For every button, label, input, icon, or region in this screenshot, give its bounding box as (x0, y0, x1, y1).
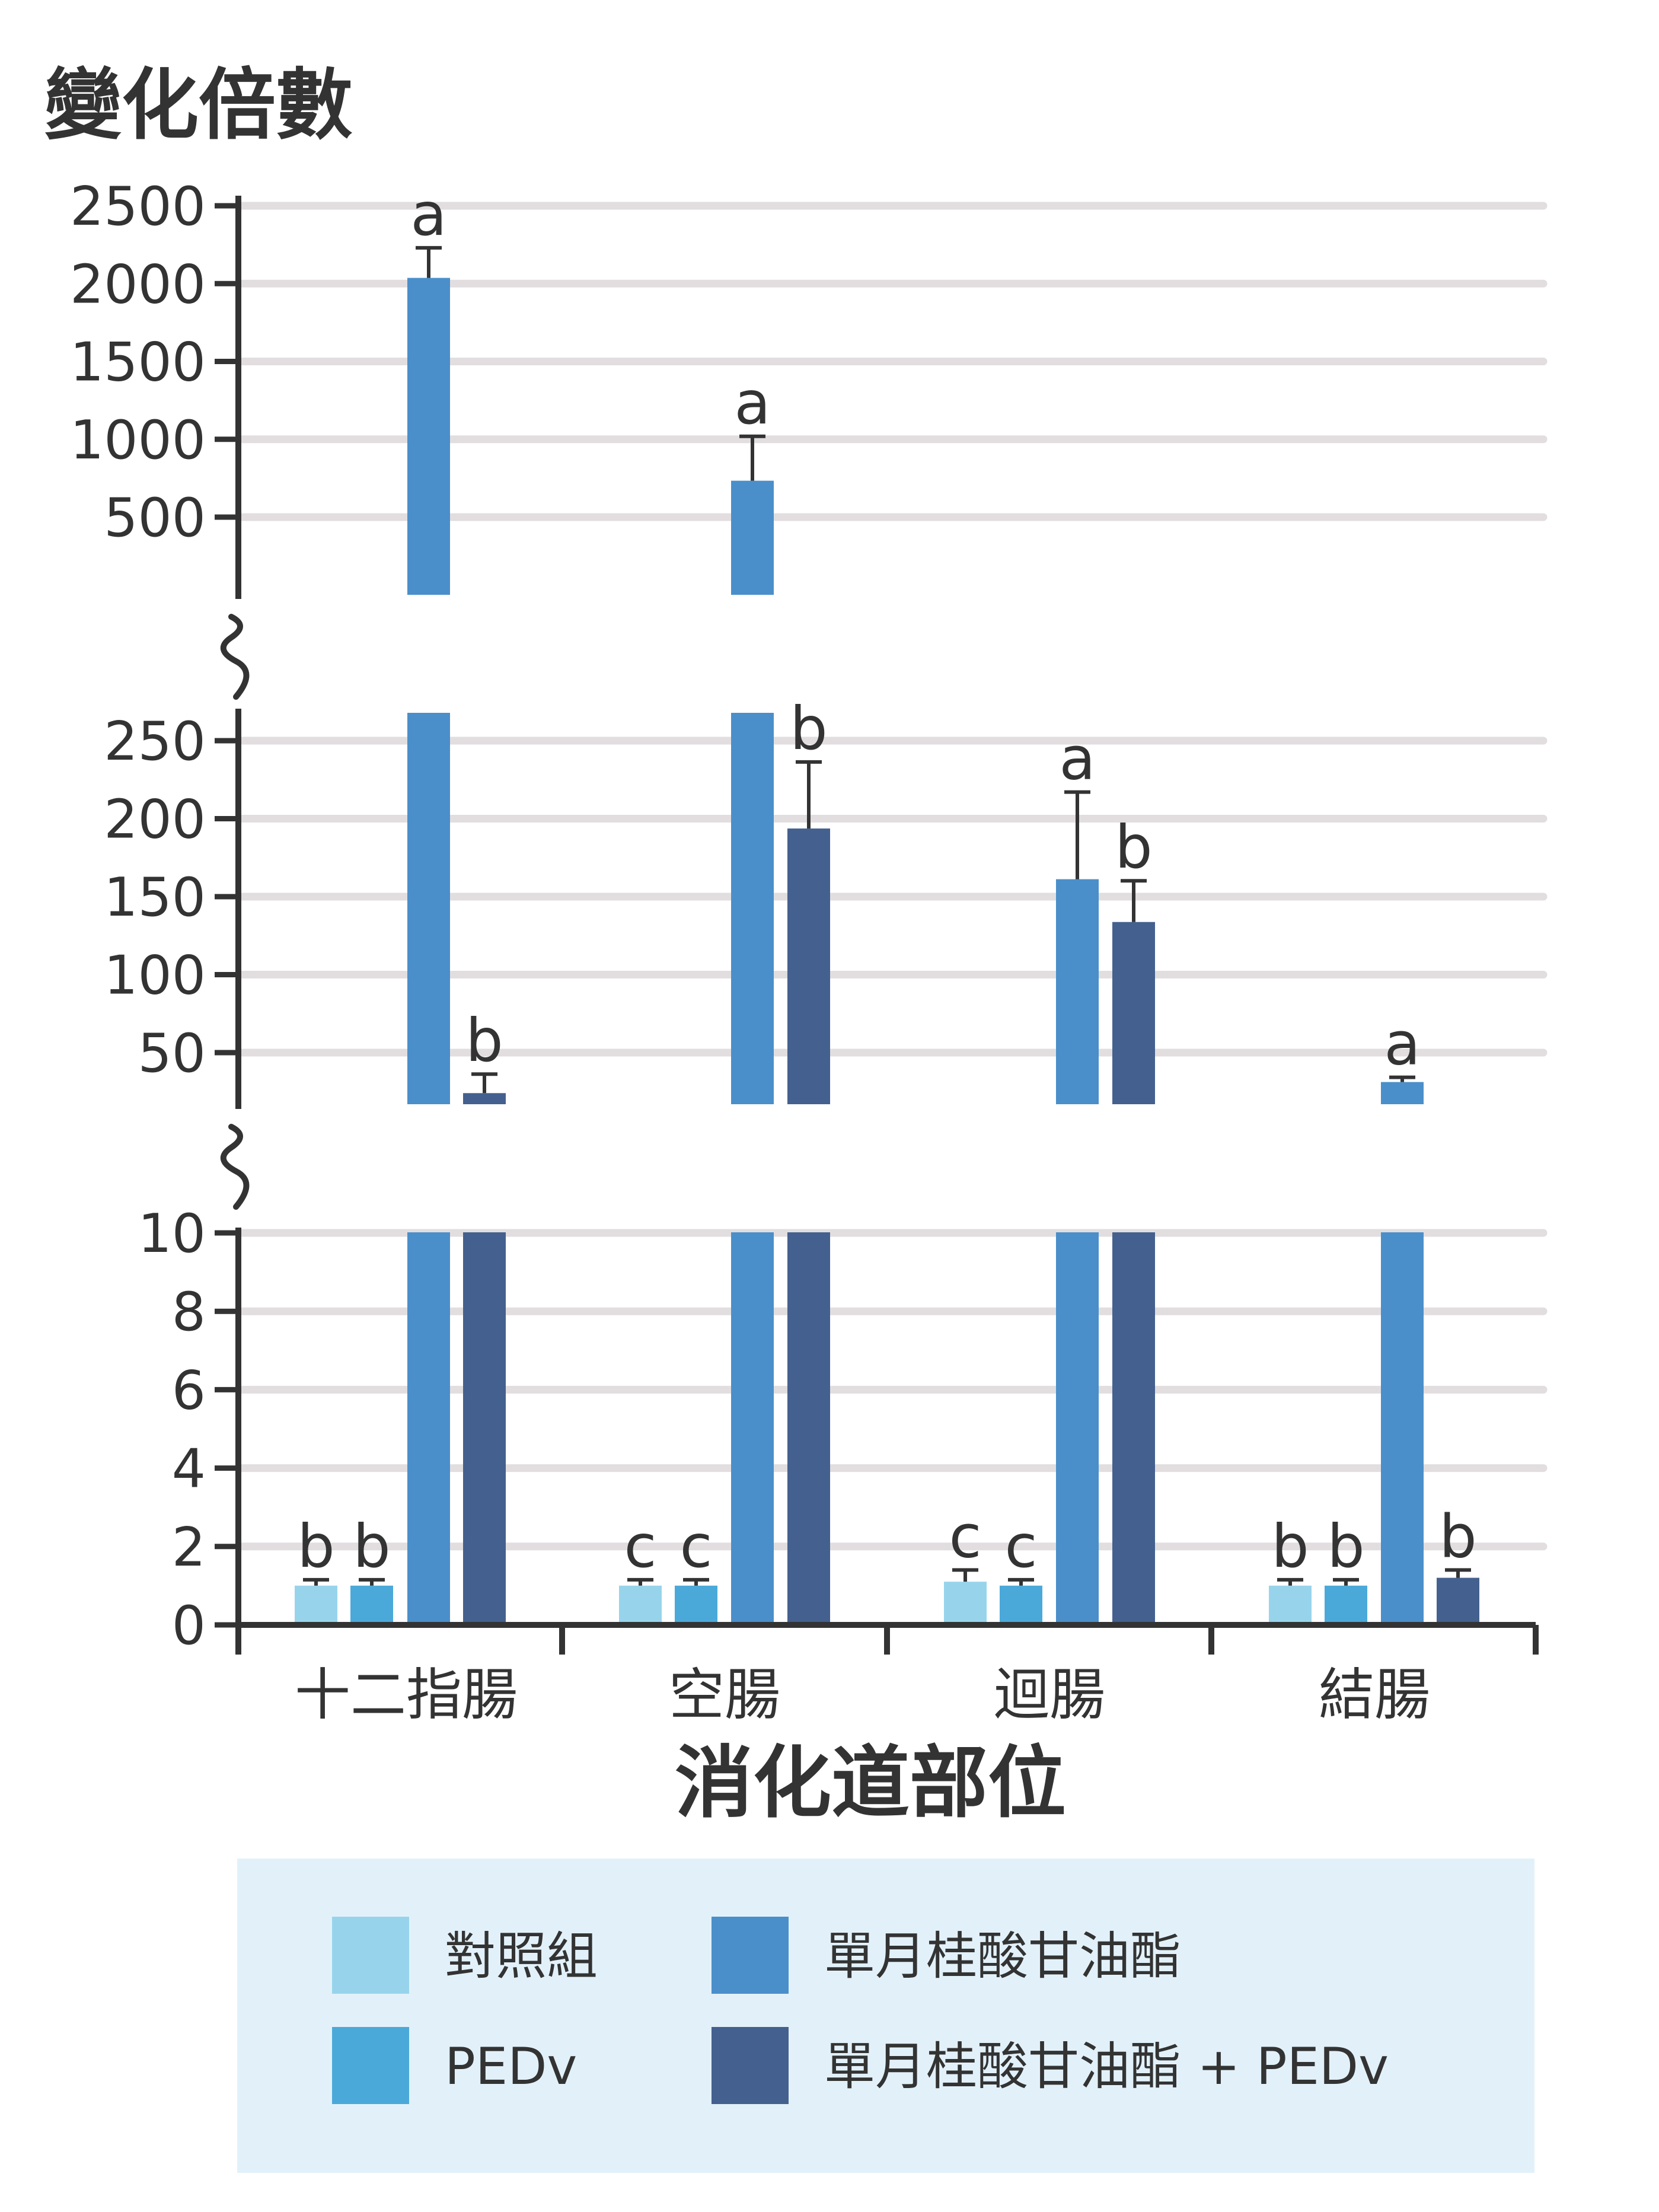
bar-lower-part (407, 1232, 450, 1625)
legend-swatch (332, 1917, 409, 1994)
significance-label: b (353, 1512, 390, 1581)
category-label: 迴腸 (994, 1663, 1105, 1727)
significance-label: b (1439, 1502, 1476, 1571)
bars (295, 246, 1479, 1625)
bar (1269, 1585, 1312, 1625)
category-label: 結腸 (1319, 1663, 1430, 1727)
y-tick-label: 100 (104, 945, 206, 1007)
y-tick-label: 2000 (70, 253, 206, 315)
bar (944, 1582, 987, 1625)
axis-break-icon (220, 1124, 250, 1210)
bar (619, 1585, 662, 1625)
legend-swatch (712, 2027, 789, 2104)
gridlines (234, 202, 1548, 1551)
bar (1437, 1577, 1479, 1625)
bar (1381, 1082, 1424, 1104)
significance-label: c (1005, 1512, 1038, 1581)
bar-lower-part (463, 1232, 506, 1625)
y-tick-label: 2500 (70, 176, 206, 238)
y-tick-label: 50 (138, 1022, 206, 1085)
legend-label: 單月桂酸甘油酯 + PEDv (824, 2037, 1389, 2096)
y-tick-label: 10 (138, 1203, 206, 1265)
legend-box (237, 1859, 1534, 2173)
bar (350, 1585, 393, 1625)
significance-label: a (734, 368, 770, 438)
bar-middle-part (731, 713, 774, 1104)
legend-label: PEDv (445, 2037, 577, 2096)
y-axis: 0 2 4 6 8 10 50 100 150 200 250 500 1000 1500 2000 2500 (70, 176, 250, 1657)
bar-middle-part (407, 713, 450, 1104)
y-axis-title: 變化倍數 (44, 60, 353, 150)
y-tick-label: 250 (104, 710, 206, 773)
x-axis: 十二指腸 空腸 迴腸 結腸 (235, 1622, 1539, 1727)
y-tick-label: 1000 (70, 409, 206, 471)
significance-label: b (1327, 1512, 1364, 1581)
y-tick-label: 4 (172, 1438, 206, 1500)
bar (407, 278, 450, 595)
significance-label: a (1384, 1009, 1420, 1079)
significance-label: b (465, 1006, 503, 1075)
y-tick-label: 1500 (70, 332, 206, 394)
x-axis-title: 消化道部位 (675, 1738, 1066, 1829)
significance-label: b (1271, 1512, 1309, 1581)
significance-label: b (1115, 812, 1152, 882)
bar (731, 480, 774, 595)
bar-lower-part (787, 1232, 830, 1625)
category-label: 空腸 (669, 1663, 780, 1727)
bar (463, 1093, 506, 1104)
y-tick-label: 200 (104, 789, 206, 851)
bar (1112, 922, 1155, 1104)
bar-lower-part (1056, 1232, 1099, 1625)
bar (1000, 1585, 1042, 1625)
significance-label: b (297, 1512, 334, 1581)
bar (295, 1585, 337, 1625)
legend-label: 對照組 (445, 1927, 598, 1986)
y-tick-label: 6 (172, 1359, 206, 1421)
legend-label: 單月桂酸甘油酯 (824, 1927, 1181, 1986)
bar (787, 828, 830, 1104)
significance-label: c (624, 1512, 657, 1581)
bar-lower-part (1112, 1232, 1155, 1625)
bar (675, 1585, 717, 1625)
legend-swatch (332, 2027, 409, 2104)
legend-swatch (712, 1917, 789, 1994)
y-tick-label: 2 (172, 1516, 206, 1579)
y-tick-label: 8 (172, 1281, 206, 1343)
significance-label: c (949, 1502, 982, 1571)
significance-label: b (790, 694, 827, 763)
category-label: 十二指腸 (295, 1663, 518, 1727)
significance-label: c (680, 1512, 713, 1581)
y-tick-label: 150 (104, 866, 206, 929)
significance-label: a (1059, 724, 1095, 793)
significance-label: a (410, 180, 446, 249)
y-tick-label: 500 (104, 487, 206, 549)
bar (1056, 879, 1099, 1104)
bar-lower-part (1381, 1232, 1424, 1625)
bar (1325, 1585, 1367, 1625)
bar-lower-part (731, 1232, 774, 1625)
y-tick-label: 0 (172, 1595, 206, 1657)
axis-break-icon (220, 614, 250, 700)
